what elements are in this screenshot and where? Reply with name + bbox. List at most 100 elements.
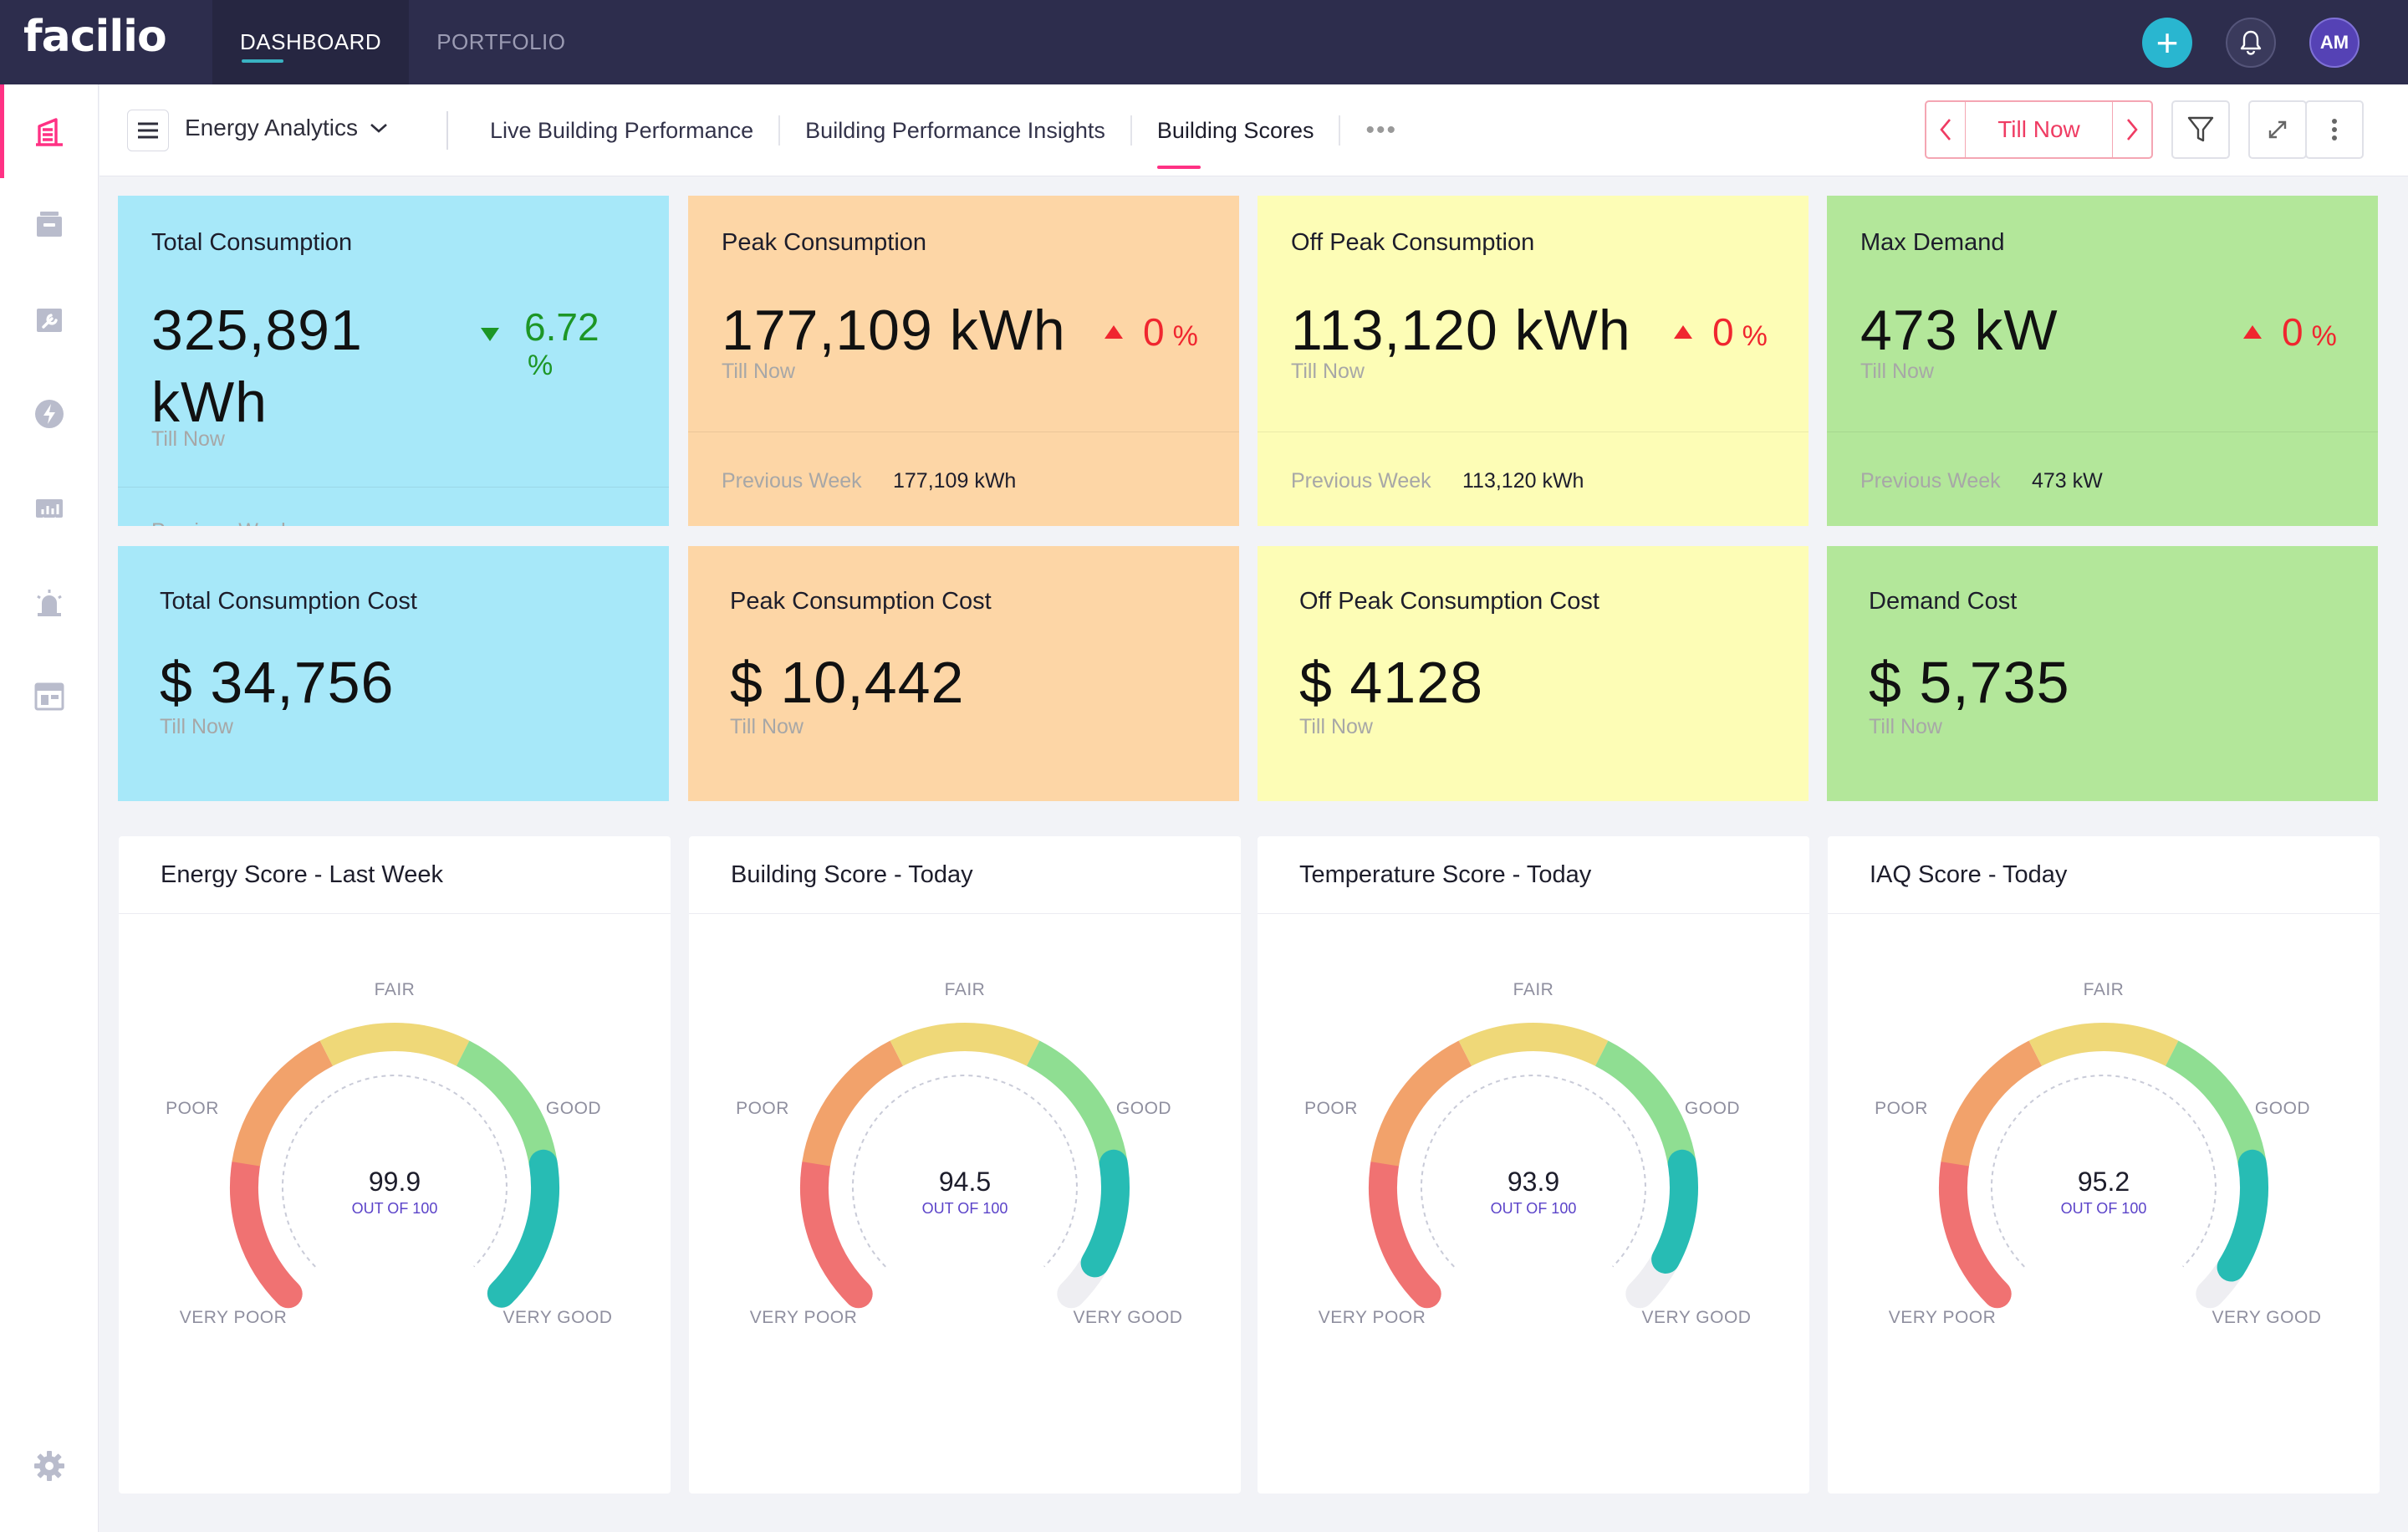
tab-more[interactable]: ••• bbox=[1339, 115, 1422, 146]
user-avatar[interactable]: AM bbox=[2309, 18, 2360, 68]
bell-icon bbox=[2240, 30, 2262, 55]
dashboard-icon bbox=[34, 682, 64, 711]
kpi-title: Total Consumption bbox=[151, 229, 353, 256]
sidebar-item-settings[interactable] bbox=[0, 1419, 99, 1513]
nav-dashboard[interactable]: DASHBOARD bbox=[212, 0, 410, 84]
cost-title: Off Peak Consumption Cost bbox=[1299, 588, 1599, 615]
chevron-right-icon bbox=[2127, 119, 2138, 140]
alarm-icon bbox=[37, 590, 62, 616]
gauge-band bbox=[232, 1040, 334, 1167]
cost-card-demand[interactable]: Demand Cost $ 5,735 Till Now bbox=[1827, 546, 2378, 801]
cost-value: $ 4128 bbox=[1299, 650, 1484, 715]
more-options-button[interactable] bbox=[2305, 100, 2364, 159]
cost-period: Till Now bbox=[1869, 715, 1942, 738]
kpi-period: Till Now bbox=[1291, 360, 1365, 383]
inbox-icon bbox=[37, 212, 62, 237]
gauge-label-poor: POOR bbox=[736, 1099, 789, 1118]
top-nav: DASHBOARD PORTFOLIO bbox=[212, 0, 593, 84]
gauge-band bbox=[890, 1022, 1040, 1066]
kpi-card-max-demand[interactable]: Max Demand 473 kW Till Now 0 % Previous … bbox=[1827, 196, 2378, 526]
cost-card-total-consumption[interactable]: Total Consumption Cost $ 34,756 Till Now bbox=[118, 546, 669, 801]
cost-title: Total Consumption Cost bbox=[160, 588, 417, 615]
kpi-card-total-consumption[interactable]: Total Consumption 325,891 kWh Till Now 6… bbox=[118, 196, 669, 526]
kpi-previous-label: Previous Week bbox=[1291, 469, 1431, 493]
fullscreen-button[interactable] bbox=[2248, 100, 2307, 159]
date-range-label[interactable]: Till Now bbox=[1965, 102, 2113, 157]
gauge-label-fair: FAIR bbox=[1513, 980, 1554, 999]
date-next-button[interactable] bbox=[2113, 102, 2151, 157]
tab-live-building-performance[interactable]: Live Building Performance bbox=[490, 117, 754, 143]
gauge-label-good: GOOD bbox=[1116, 1099, 1171, 1118]
sidebar-item-alarms[interactable] bbox=[0, 556, 99, 650]
kpi-title: Peak Consumption bbox=[722, 229, 927, 256]
gauge-band bbox=[802, 1040, 904, 1167]
kpi-card-off-peak-consumption[interactable]: Off Peak Consumption 113,120 kWh Till No… bbox=[1258, 196, 1809, 526]
sidebar-item-dashboards[interactable] bbox=[0, 650, 99, 743]
tab-building-scores[interactable]: Building Scores bbox=[1130, 115, 1339, 169]
score-card-iaq[interactable]: IAQ Score - Today FAIR POOR GOOD VERY POOR V… bbox=[1828, 836, 2380, 1494]
score-card-building[interactable]: Building Score - Today FAIR POOR GOOD VERY … bbox=[689, 836, 1241, 1494]
score-out-of: OUT OF 100 bbox=[2061, 1200, 2147, 1217]
cost-value: $ 10,442 bbox=[730, 650, 965, 715]
kpi-period: Till Now bbox=[1860, 360, 1934, 383]
kpi-title: Off Peak Consumption bbox=[1291, 229, 1535, 256]
kpi-delta-value: 0 bbox=[2282, 310, 2303, 354]
score-gauge: FAIR POOR GOOD VERY POOR VERY GOOD 93.9 OUT OF… bbox=[1304, 980, 1752, 1327]
filter-icon bbox=[2187, 116, 2214, 142]
score-card-temperature[interactable]: Temperature Score - Today FAIR POOR GOOD VE… bbox=[1258, 836, 1809, 1494]
sidebar-item-energy[interactable] bbox=[0, 367, 99, 461]
score-title: Energy Score - Last Week bbox=[161, 861, 443, 888]
sidebar-item-reports[interactable] bbox=[0, 462, 99, 556]
cost-value: $ 34,756 bbox=[160, 650, 395, 715]
kpi-delta: 6.72 % bbox=[481, 304, 599, 382]
kpi-value: 325,891 kWh bbox=[151, 299, 363, 434]
divider bbox=[1828, 913, 2380, 914]
dashboard-selector[interactable]: Energy Analytics bbox=[185, 115, 388, 141]
kpi-delta: 0 % bbox=[2243, 309, 2337, 355]
expand-icon bbox=[2268, 120, 2287, 139]
gauge-label-very-poor: VERY POOR bbox=[1889, 1308, 1997, 1327]
gauge-label-fair: FAIR bbox=[375, 980, 416, 999]
filter-button[interactable] bbox=[2171, 100, 2230, 159]
kpi-delta-unit: % bbox=[1742, 320, 1768, 352]
kpi-value: 177,109 kWh bbox=[722, 299, 1066, 362]
hamburger-button[interactable] bbox=[127, 110, 169, 151]
kpi-value: 473 kW bbox=[1860, 299, 2059, 362]
kpi-period: Till Now bbox=[151, 427, 225, 451]
kpi-previous-value: 177,109 kWh bbox=[893, 469, 1017, 493]
gauge-band bbox=[487, 1149, 559, 1308]
tab-building-performance-insights[interactable]: Building Performance Insights bbox=[778, 115, 1130, 146]
nav-portfolio[interactable]: PORTFOLIO bbox=[436, 29, 566, 54]
score-out-of: OUT OF 100 bbox=[352, 1200, 438, 1217]
kpi-card-peak-consumption[interactable]: Peak Consumption 177,109 kWh Till Now 0 … bbox=[688, 196, 1239, 526]
score-card-energy[interactable]: Energy Score - Last Week FAIR POOR GOOD VER… bbox=[119, 836, 671, 1494]
dashboard-tabs: Live Building Performance Building Perfo… bbox=[476, 84, 1422, 176]
notifications-button[interactable] bbox=[2226, 18, 2276, 68]
sidebar-item-maintenance[interactable] bbox=[0, 273, 99, 367]
gauge-inner-ring bbox=[1990, 1075, 2217, 1268]
arrow-up-icon bbox=[1674, 325, 1692, 339]
settings-icon bbox=[34, 1451, 64, 1481]
divider bbox=[1258, 913, 1809, 914]
date-prev-button[interactable] bbox=[1926, 102, 1965, 157]
gauge-band bbox=[800, 1149, 873, 1309]
facilio-logo[interactable]: facilio bbox=[23, 12, 167, 62]
kpi-previous-label: Previous Week bbox=[722, 469, 862, 493]
gauge-inner-ring bbox=[1420, 1075, 1646, 1268]
gauge-band bbox=[456, 1040, 558, 1167]
gauge-band bbox=[1939, 1149, 2012, 1309]
gauge-band bbox=[2217, 1149, 2268, 1282]
top-navigation-bar: facilio DASHBOARD PORTFOLIO + AM bbox=[0, 0, 2408, 84]
gauge-band bbox=[1594, 1040, 1696, 1167]
cost-title: Demand Cost bbox=[1869, 588, 2018, 615]
gauge-band bbox=[319, 1022, 470, 1066]
sidebar-item-buildings[interactable] bbox=[0, 84, 99, 178]
sidebar-item-inbox[interactable] bbox=[0, 178, 99, 272]
add-button[interactable]: + bbox=[2142, 18, 2192, 68]
cost-card-peak-consumption[interactable]: Peak Consumption Cost $ 10,442 Till Now bbox=[688, 546, 1239, 801]
cost-card-off-peak-consumption[interactable]: Off Peak Consumption Cost $ 4128 Till No… bbox=[1258, 546, 1809, 801]
gauge-label-poor: POOR bbox=[1304, 1099, 1358, 1118]
kpi-delta-value: 6.72 bbox=[524, 305, 599, 349]
score-out-of: OUT OF 100 bbox=[922, 1200, 1008, 1217]
gauge-label-very-good: VERY GOOD bbox=[1642, 1308, 1752, 1327]
